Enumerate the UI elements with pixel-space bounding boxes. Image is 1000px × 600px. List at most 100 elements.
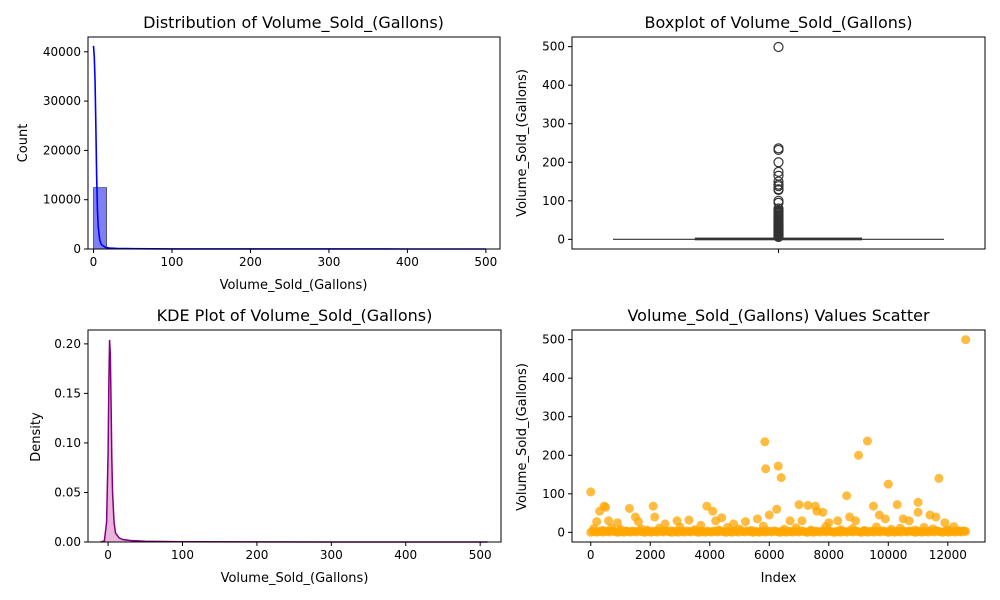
scatter-point	[851, 516, 861, 526]
scatter-point	[586, 487, 596, 497]
boxplot-outlier	[773, 184, 784, 196]
scatter-point	[735, 524, 745, 534]
scatter-point	[836, 525, 846, 535]
scatter-point	[772, 504, 782, 514]
scatter-point	[818, 507, 828, 517]
scatter-xtick-label: 6000	[754, 548, 785, 562]
scatter-ytick-label: 200	[542, 448, 565, 462]
scatter-point	[833, 516, 843, 526]
boxplot-ytick-label: 400	[542, 78, 565, 92]
scatter-xtick-label: 8000	[814, 548, 845, 562]
histogram-marks: 0 100 200 300 400 500 0 10000 20000 30000 40000	[43, 45, 498, 269]
histogram-ytick-label: 10000	[43, 193, 81, 207]
scatter-point	[675, 522, 685, 532]
kde-xlabel: Volume_Sold_(Gallons)	[221, 571, 369, 586]
scatter-point	[684, 515, 694, 525]
scatter-ytick-label: 300	[542, 410, 565, 424]
scatter-point	[589, 524, 599, 534]
scatter-ytick-label: 100	[542, 487, 565, 501]
scatter-ytick-label: 400	[542, 371, 565, 385]
scatter-point	[943, 525, 953, 535]
scatter-ylabel: Volume_Sold_(Gallons)	[515, 363, 530, 511]
scatter-point	[740, 517, 750, 527]
scatter-xlabel: Index	[761, 571, 797, 586]
kde-ytick-label: 0.15	[54, 386, 81, 400]
scatter-point	[601, 502, 611, 512]
boxplot-title: Boxplot of Volume_Sold_(Gallons)	[645, 13, 913, 33]
kde-ylabel: Density	[29, 412, 44, 462]
scatter-point	[895, 523, 905, 533]
scatter-point	[848, 524, 858, 534]
histogram-xlabel: Volume_Sold_(Gallons)	[220, 278, 368, 293]
kde-ytick-label: 0.00	[54, 535, 81, 549]
histogram-xtick-label: 400	[396, 255, 419, 269]
boxplot-ytick-label: 500	[542, 40, 565, 54]
boxplot-marks: 0 100 200 300 400 500	[542, 40, 944, 253]
scatter-point	[883, 479, 893, 489]
boxplot-outlier	[773, 41, 784, 53]
scatter-point	[648, 501, 658, 511]
kde-line	[100, 339, 488, 543]
scatter-panel: Volume_Sold_(Gallons) Values Scatter Ind…	[515, 306, 986, 586]
histogram-ytick-label: 30000	[43, 94, 81, 108]
boxplot-outlier	[773, 144, 784, 156]
scatter-point	[776, 473, 786, 483]
scatter-point	[959, 526, 969, 536]
scatter-point	[797, 516, 807, 526]
scatter-point	[871, 522, 881, 532]
scatter-point	[931, 512, 941, 522]
kde-marks: 0 100 200 300 400 500 0.00 0.05 0.10 0.15 0.20	[54, 337, 491, 562]
scatter-point	[961, 335, 971, 345]
scatter-point	[607, 523, 617, 533]
scatter-xtick-label: 12000	[929, 548, 967, 562]
scatter-point	[696, 520, 706, 530]
scatter-point	[761, 464, 771, 474]
scatter-marks: 0 2000 4000 6000 8000 10000 12000 0 100 200 300 400…	[542, 333, 971, 562]
scatter-point	[654, 523, 664, 533]
scatter-point	[862, 436, 872, 446]
scatter-ytick-label: 500	[542, 333, 565, 347]
scatter-point	[919, 522, 929, 532]
boxplot-ytick-label: 200	[542, 155, 565, 169]
boxplot-outlier	[773, 231, 784, 243]
scatter-point	[650, 512, 660, 522]
kde-xtick-label: 0	[104, 548, 112, 562]
scatter-point	[717, 513, 727, 523]
scatter-xtick-label: 10000	[869, 548, 907, 562]
scatter-xtick-label: 4000	[694, 548, 725, 562]
scatter-point	[910, 525, 920, 535]
scatter-point	[880, 514, 890, 524]
scatter-point	[794, 500, 804, 510]
histogram-frame	[87, 36, 501, 250]
boxplot-ylabel: Volume_Sold_(Gallons)	[515, 69, 530, 217]
boxplot-panel: Boxplot of Volume_Sold_(Gallons) Volume_…	[515, 13, 986, 253]
boxplot-frame	[571, 36, 986, 250]
scatter-point	[760, 437, 770, 447]
scatter-point	[604, 516, 614, 526]
scatter-frame	[571, 329, 986, 543]
kde-ytick-label: 0.05	[54, 485, 81, 499]
scatter-point	[806, 525, 816, 535]
scatter-point	[642, 525, 652, 535]
scatter-point	[621, 526, 631, 536]
scatter-point	[708, 506, 718, 516]
scatter-title: Volume_Sold_(Gallons) Values Scatter	[627, 306, 929, 326]
histogram-xtick-label: 500	[474, 255, 497, 269]
histogram-panel: Distribution of Volume_Sold_(Gallons) Vo…	[16, 13, 501, 293]
histogram-ytick-label: 40000	[43, 45, 81, 59]
scatter-point	[791, 523, 801, 533]
scatter-point	[785, 516, 795, 526]
scatter-point	[758, 521, 768, 531]
histogram-xtick-label: 100	[161, 255, 184, 269]
kde-fill	[100, 339, 488, 542]
scatter-point	[779, 524, 789, 534]
histogram-xtick-label: 0	[90, 255, 98, 269]
scatter-point	[913, 507, 923, 517]
scatter-point	[886, 524, 896, 534]
histogram-kde-line	[92, 45, 486, 250]
boxplot-ytick-label: 300	[542, 117, 565, 131]
scatter-point	[892, 500, 902, 510]
histogram-xtick-label: 300	[317, 255, 340, 269]
scatter-point	[928, 524, 938, 534]
